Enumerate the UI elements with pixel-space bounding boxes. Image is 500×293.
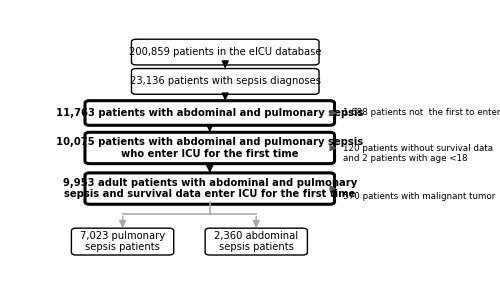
Text: 1,688 patients not  the first to enter ICU: 1,688 patients not the first to enter IC…: [344, 108, 500, 117]
FancyBboxPatch shape: [205, 228, 308, 255]
FancyBboxPatch shape: [132, 69, 319, 94]
Text: 2,360 abdominal
sepsis patients: 2,360 abdominal sepsis patients: [214, 231, 298, 252]
Text: 200,859 patients in the eICU database: 200,859 patients in the eICU database: [129, 47, 322, 57]
FancyBboxPatch shape: [85, 132, 334, 164]
Text: 11,763 patients with abdominal and pulmonary sepsis: 11,763 patients with abdominal and pulmo…: [56, 108, 364, 118]
FancyBboxPatch shape: [85, 101, 334, 125]
Text: 7,023 pulmonary
sepsis patients: 7,023 pulmonary sepsis patients: [80, 231, 165, 252]
Text: 10,075 patients with abdominal and pulmonary sepsis
who enter ICU for the first : 10,075 patients with abdominal and pulmo…: [56, 137, 364, 159]
Text: 23,136 patients with sepsis diagnoses: 23,136 patients with sepsis diagnoses: [130, 76, 321, 86]
FancyBboxPatch shape: [72, 228, 174, 255]
FancyBboxPatch shape: [132, 39, 319, 65]
FancyBboxPatch shape: [85, 173, 334, 204]
Text: 570 patients with malignant tumor: 570 patients with malignant tumor: [344, 192, 496, 201]
Text: 120 patients without survival data
and 2 patients with age <18: 120 patients without survival data and 2…: [344, 144, 494, 163]
Text: 9,953 adult patients with abdominal and pulmonary
sepsis and survival data enter: 9,953 adult patients with abdominal and …: [62, 178, 357, 199]
